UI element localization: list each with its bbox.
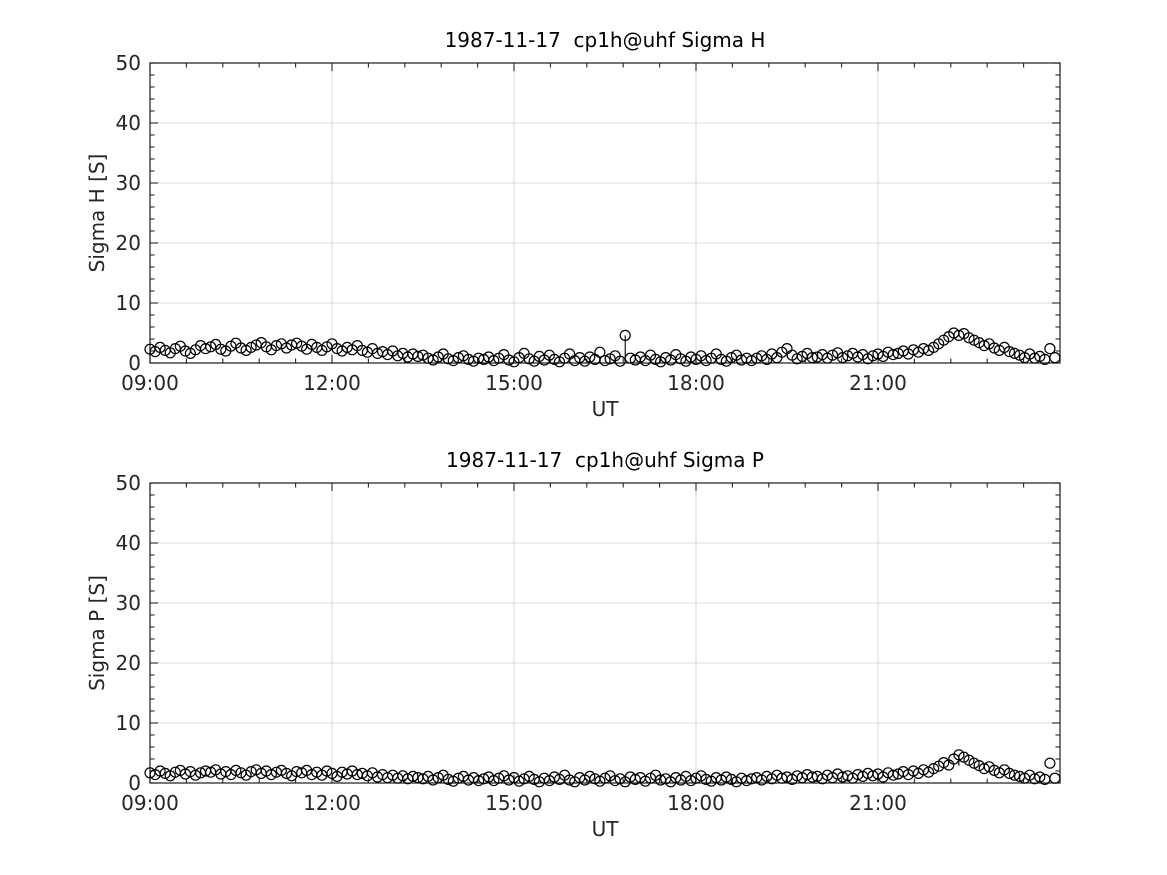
data-point	[1008, 769, 1021, 781]
data-point	[826, 349, 839, 361]
x-tick-label: 18:00	[667, 371, 725, 395]
data-point	[1044, 757, 1056, 769]
chart2-x-axis-label: UT	[591, 817, 619, 841]
axes-box	[149, 482, 1061, 784]
data-point	[953, 329, 965, 341]
x-tick-label: 09:00	[121, 371, 179, 395]
y-tick-label: 30	[116, 171, 141, 195]
data-point	[169, 343, 181, 355]
chart1-title: 1987-11-17 cp1h@uhf Sigma H	[444, 28, 766, 52]
x-tick-label: 18:00	[667, 791, 725, 815]
x-tick-label: 15:00	[485, 371, 543, 395]
data-point	[1034, 771, 1046, 783]
data-point	[1049, 772, 1061, 784]
data-point	[523, 353, 535, 365]
data-point	[407, 770, 419, 783]
data-point	[614, 355, 626, 367]
data-point	[513, 775, 525, 787]
data-point	[978, 340, 990, 352]
data-point	[215, 343, 227, 355]
data-point	[563, 774, 576, 786]
y-tick-label: 0	[128, 351, 141, 375]
chart-2: 09:00 12:00 15:00 18:00 21:00 0 10 20 30 40 50	[116, 471, 1061, 815]
x-tick-label: 21:00	[849, 791, 907, 815]
y-tick-label: 40	[116, 531, 141, 555]
data-point	[968, 757, 980, 769]
data-point	[963, 332, 975, 344]
data-point	[700, 355, 712, 367]
data-point	[230, 764, 242, 777]
chart1-y-axis-label: Sigma H [S]	[85, 153, 109, 273]
data-point	[938, 756, 950, 769]
data-point	[270, 340, 282, 352]
data-point	[488, 774, 500, 787]
chart2-title: 1987-11-17 cp1h@uhf Sigma P	[446, 448, 764, 472]
data-point	[720, 771, 732, 783]
data-point	[685, 774, 697, 787]
y-tick-label: 50	[116, 51, 141, 75]
data-point	[599, 772, 611, 784]
chart1-x-axis-label: UT	[591, 397, 619, 421]
data-point	[427, 774, 439, 786]
data-point	[1003, 346, 1016, 358]
data-point	[791, 353, 803, 365]
data-point	[503, 354, 515, 366]
data-point	[1044, 343, 1056, 355]
data-point	[245, 341, 257, 353]
y-tick-label: 10	[116, 291, 141, 315]
data-point	[927, 762, 940, 775]
y-tick-label: 20	[116, 231, 141, 255]
x-tick-label: 12:00	[303, 791, 361, 815]
data-point	[725, 352, 738, 364]
data-point	[1008, 347, 1021, 359]
data-point	[200, 343, 212, 355]
data-point	[599, 355, 611, 367]
axes-box	[149, 62, 1061, 364]
data-point	[968, 334, 980, 346]
y-tick-label: 10	[116, 711, 141, 735]
data-point	[619, 329, 631, 341]
data-point	[1049, 352, 1061, 364]
data-point	[953, 749, 965, 761]
data-point	[887, 349, 899, 361]
y-tick-label: 40	[116, 111, 141, 135]
y-tick-label: 0	[128, 771, 141, 795]
y-tick-label: 50	[116, 471, 141, 495]
x-tick-label: 21:00	[849, 371, 907, 395]
data-point	[745, 355, 758, 367]
data-point	[205, 341, 217, 353]
x-tick-label: 09:00	[121, 791, 179, 815]
data-point	[806, 352, 818, 364]
data-point	[488, 355, 500, 367]
x-tick-label: 12:00	[303, 371, 361, 395]
data-point	[584, 351, 596, 363]
y-tick-label: 30	[116, 591, 141, 615]
data-point	[189, 769, 202, 781]
x-tick-label: 15:00	[485, 791, 543, 815]
data-point	[594, 346, 606, 358]
data-point	[1003, 767, 1016, 780]
data-point	[887, 769, 899, 781]
data-point	[660, 352, 672, 364]
chart2-y-axis-label: Sigma P [S]	[85, 575, 109, 691]
data-point	[265, 768, 277, 781]
data-point	[154, 765, 166, 777]
chart-1: 09:00 12:00 15:00 18:00 21:00 0 10 20 30 40 50	[116, 51, 1061, 395]
data-point	[836, 352, 849, 364]
data-point	[584, 770, 596, 783]
data-point	[473, 774, 485, 787]
y-tick-label: 20	[116, 651, 141, 675]
data-point	[740, 774, 753, 787]
data-point	[321, 765, 333, 777]
